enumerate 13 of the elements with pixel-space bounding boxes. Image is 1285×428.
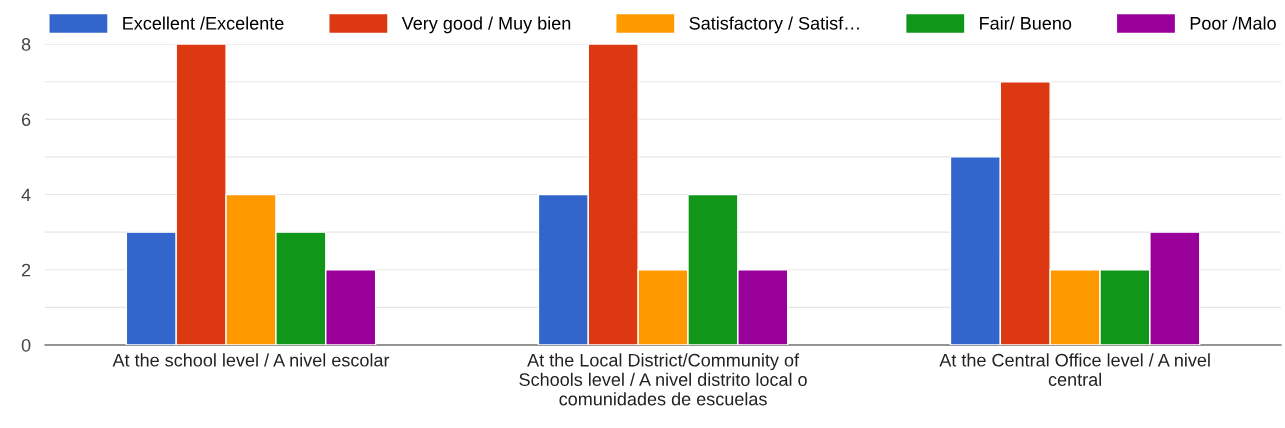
legend-label: Satisfactory / Satisf… [689, 16, 859, 34]
y-tick-label: 4 [21, 188, 31, 202]
y-tick-label: 2 [21, 263, 31, 277]
y-tick-label: 0 [21, 338, 31, 352]
x-tick-label: At the Central Office level / A nivel central [939, 353, 1210, 387]
x-tick-label: At the school level / A nivel escolar [112, 353, 390, 367]
x-tick-label: At the Local District/Community of Schools level / A nivel distrito local o comunidades de escuelas [519, 353, 807, 406]
y-tick-label: 8 [21, 38, 31, 51]
legend-label: Poor /Malo [1190, 16, 1276, 30]
legend-label: Excellent /Excelente [123, 16, 284, 30]
legend-label: Very good / Muy bien [401, 16, 571, 34]
legend-label: Fair/ Bueno [980, 16, 1072, 30]
y-tick-label: 6 [21, 113, 31, 127]
